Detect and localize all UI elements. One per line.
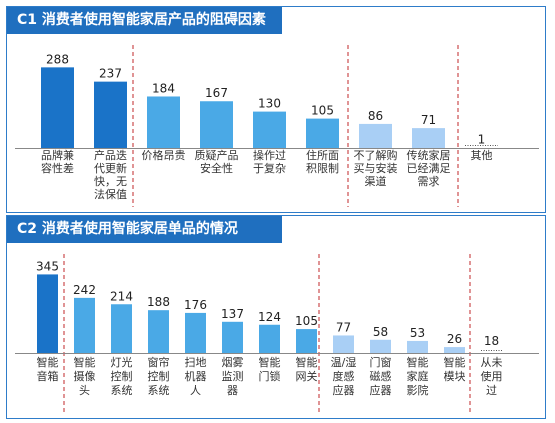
bar [94, 81, 127, 148]
category-label: 其他 [471, 149, 493, 162]
category-label: 灯光控制系统 [111, 355, 133, 397]
data-label: 176 [184, 298, 207, 312]
bar [148, 310, 169, 353]
data-label: 188 [147, 295, 170, 309]
data-label: 105 [295, 314, 318, 328]
category-label: 质疑产品安全性 [195, 148, 239, 175]
category-label: 温/湿度感应器 [331, 356, 357, 397]
bar [253, 111, 286, 148]
category-label: 传统家居已经满足需求 [407, 148, 451, 188]
chart-title-c2: C2 消费者使用智能家居单品的情况 [7, 216, 282, 243]
data-label: 167 [205, 86, 228, 100]
bar [296, 329, 317, 353]
category-label: 智能网关 [296, 355, 318, 383]
category-label: 产品迭代更新快，无法保值 [94, 148, 127, 201]
category-label: 扫地机器人 [185, 356, 207, 397]
bar [407, 340, 428, 353]
bar [259, 324, 280, 353]
bar [412, 128, 445, 148]
bar [147, 96, 180, 148]
data-label: 214 [110, 289, 133, 303]
category-label: 不了解购买与安装渠道 [354, 148, 398, 188]
category-label: 住所面积限制 [306, 148, 339, 175]
data-label: 288 [46, 52, 69, 66]
bar [111, 304, 132, 353]
data-label: 124 [258, 310, 281, 324]
bar [333, 335, 354, 353]
data-label: 1 [478, 133, 486, 147]
obstacles-bar-chart: 288 品牌兼容性差 237 产品迭代更新快，无法保值 184 价格昂贵 167 质疑产品安全… [15, 45, 539, 207]
data-label: 86 [368, 109, 383, 123]
data-label: 26 [447, 332, 462, 346]
data-label: 53 [410, 326, 425, 340]
data-label: 105 [311, 104, 334, 118]
bar [359, 123, 392, 148]
data-label: 77 [336, 320, 351, 334]
data-label: 242 [73, 283, 96, 297]
data-label: 18 [484, 334, 499, 348]
category-label: 门窗磁感应器 [370, 355, 392, 397]
category-label: 智能门锁 [259, 355, 281, 383]
data-label: 345 [36, 259, 59, 273]
chart-title-c1: C1 消费者使用智能家居产品的阻碍因素 [7, 7, 282, 34]
data-label: 184 [152, 81, 175, 95]
category-label: 智能摄像头 [74, 355, 96, 397]
bar [370, 339, 391, 353]
bar [37, 274, 58, 353]
bar [444, 347, 465, 353]
data-label: 71 [421, 113, 436, 127]
data-label: 58 [373, 325, 388, 339]
data-label: 237 [99, 67, 122, 81]
category-label: 操作过于复杂 [253, 148, 286, 175]
category-label: 窗帘控制系统 [148, 355, 170, 397]
data-label: 130 [258, 97, 281, 111]
products-chart-panel: C2 消费者使用智能家居单品的情况 345 智能音箱 242 智能摄像头 214 灯光控制… [6, 215, 546, 419]
data-label: 137 [221, 307, 244, 321]
bar [306, 118, 339, 148]
bar [185, 312, 206, 353]
category-label: 智能家庭影院 [407, 355, 429, 397]
category-label: 烟雾监测器 [222, 355, 244, 397]
category-label: 从未使用过 [481, 356, 503, 397]
category-label: 价格昂贵 [142, 148, 186, 162]
obstacles-chart-panel: C1 消费者使用智能家居产品的阻碍因素 288 品牌兼容性差 237 产品迭代更新快，… [6, 6, 546, 213]
bar [200, 101, 233, 148]
category-label: 智能音箱 [37, 355, 59, 383]
bar [41, 67, 74, 148]
category-label: 品牌兼容性差 [41, 148, 74, 175]
products-bar-chart: 345 智能音箱 242 智能摄像头 214 灯光控制系统 188 窗帘控制系统 176 扫地机器… [15, 254, 539, 414]
category-label: 智能模块 [444, 355, 466, 383]
bar [74, 297, 95, 353]
bar [222, 321, 243, 353]
